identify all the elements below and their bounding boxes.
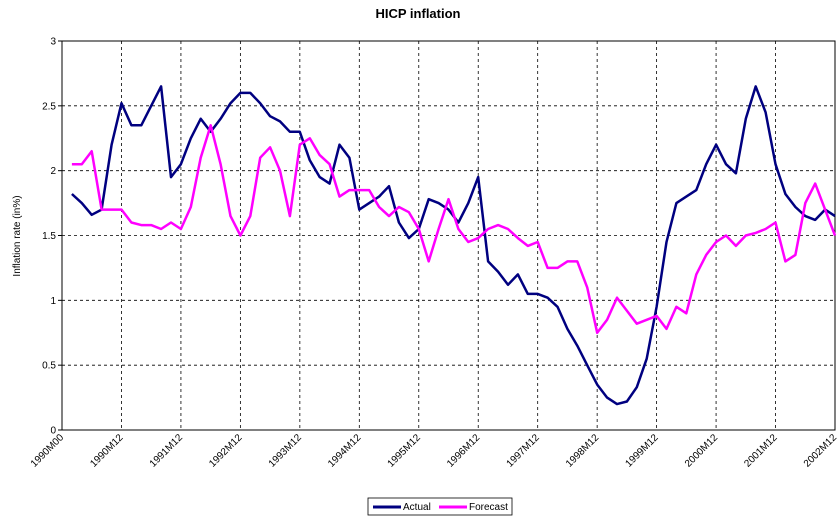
x-tick-label: 2000M12 (683, 432, 721, 470)
x-tick-label: 1991M12 (148, 432, 186, 470)
y-tick-label: 3 (50, 37, 56, 48)
y-tick-label: 2.5 (42, 101, 56, 112)
y-tick-label: 0 (50, 426, 56, 437)
x-tick-label: 2002M12 (802, 432, 837, 470)
legend-label: Forecast (469, 502, 508, 513)
x-tick-label: 1990M00 (29, 432, 67, 470)
x-tick-label: 2001M12 (742, 432, 780, 470)
x-tick-label: 1994M12 (326, 432, 364, 470)
y-tick-label: 1 (50, 296, 56, 307)
x-tick-label: 1999M12 (623, 432, 661, 470)
legend-label: Actual (403, 502, 431, 513)
y-tick-label: 0.5 (42, 361, 56, 372)
y-tick-label: 1.5 (42, 231, 56, 242)
y-tick-label: 2 (50, 166, 56, 177)
x-tick-label: 1996M12 (445, 432, 483, 470)
y-axis-label: Inflation rate (in%) (12, 195, 23, 276)
series-line (71, 124, 837, 335)
x-tick-label: 1993M12 (267, 432, 305, 470)
x-tick-label: 1997M12 (505, 432, 543, 470)
legend: Actual Forecast (367, 497, 513, 516)
x-tick-label: 1998M12 (564, 432, 602, 470)
series-line (71, 85, 836, 406)
chart-title: HICP inflation (376, 6, 461, 21)
x-tick-label: 1990M12 (88, 432, 126, 470)
x-tick-label: 1995M12 (386, 432, 424, 470)
x-tick-label: 1992M12 (207, 432, 245, 470)
